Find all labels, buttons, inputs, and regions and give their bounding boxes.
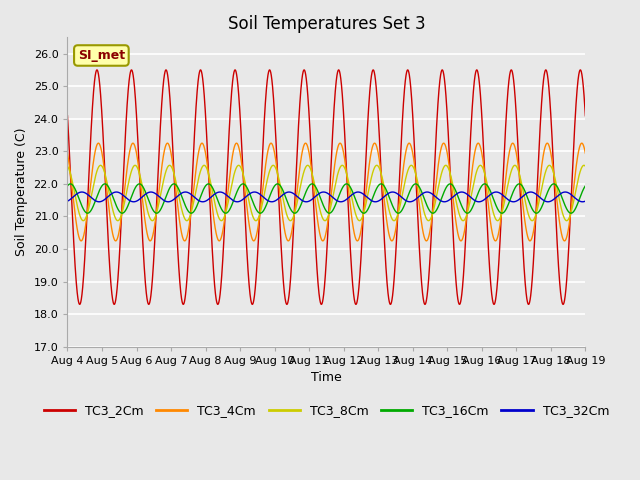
- TC3_32Cm: [164, 199, 172, 204]
- TC3_4Cm: [262, 163, 269, 169]
- Line: TC3_32Cm: TC3_32Cm: [67, 192, 586, 202]
- TC3_16Cm: [374, 183, 382, 189]
- TC3_16Cm: [291, 210, 299, 216]
- TC3_32Cm: [401, 197, 408, 203]
- TC3_2Cm: [374, 114, 382, 120]
- TC3_8Cm: [374, 164, 382, 169]
- TC3_2Cm: [490, 301, 497, 307]
- TC3_4Cm: [63, 150, 71, 156]
- TC3_8Cm: [114, 218, 122, 224]
- TC3_16Cm: [63, 183, 71, 189]
- Y-axis label: Soil Temperature (C): Soil Temperature (C): [15, 128, 28, 256]
- X-axis label: Time: Time: [311, 372, 342, 384]
- TC3_2Cm: [266, 67, 273, 73]
- Line: TC3_2Cm: TC3_2Cm: [67, 70, 586, 304]
- TC3_32Cm: [262, 196, 269, 202]
- TC3_32Cm: [63, 198, 71, 204]
- TC3_16Cm: [490, 196, 497, 202]
- TC3_4Cm: [216, 238, 223, 244]
- Title: Soil Temperatures Set 3: Soil Temperatures Set 3: [228, 15, 425, 33]
- TC3_16Cm: [401, 203, 408, 208]
- TC3_8Cm: [490, 210, 497, 216]
- Line: TC3_16Cm: TC3_16Cm: [67, 184, 586, 213]
- Line: TC3_4Cm: TC3_4Cm: [67, 143, 586, 241]
- TC3_32Cm: [451, 193, 458, 199]
- TC3_4Cm: [543, 140, 551, 146]
- TC3_2Cm: [63, 113, 71, 119]
- TC3_2Cm: [401, 86, 408, 92]
- Text: SI_met: SI_met: [78, 49, 125, 62]
- TC3_32Cm: [157, 196, 165, 202]
- TC3_32Cm: [354, 189, 362, 195]
- TC3_8Cm: [304, 162, 312, 168]
- TC3_4Cm: [450, 204, 458, 210]
- TC3_16Cm: [582, 183, 589, 189]
- Legend: TC3_2Cm, TC3_4Cm, TC3_8Cm, TC3_16Cm, TC3_32Cm: TC3_2Cm, TC3_4Cm, TC3_8Cm, TC3_16Cm, TC3…: [39, 399, 614, 422]
- TC3_8Cm: [582, 163, 589, 169]
- TC3_4Cm: [374, 150, 382, 156]
- TC3_16Cm: [450, 184, 458, 190]
- TC3_8Cm: [451, 188, 458, 194]
- TC3_8Cm: [401, 181, 408, 187]
- TC3_2Cm: [582, 113, 589, 119]
- TC3_16Cm: [481, 181, 488, 187]
- TC3_2Cm: [451, 250, 458, 255]
- TC3_2Cm: [76, 301, 84, 307]
- TC3_4Cm: [582, 150, 589, 156]
- TC3_32Cm: [582, 198, 589, 204]
- TC3_2Cm: [158, 102, 166, 108]
- TC3_32Cm: [374, 198, 382, 204]
- TC3_32Cm: [490, 190, 497, 195]
- TC3_4Cm: [490, 235, 497, 240]
- TC3_16Cm: [157, 205, 165, 211]
- TC3_8Cm: [262, 186, 269, 192]
- TC3_8Cm: [158, 187, 166, 192]
- TC3_4Cm: [401, 157, 408, 163]
- Line: TC3_8Cm: TC3_8Cm: [67, 165, 586, 221]
- TC3_8Cm: [63, 163, 71, 169]
- TC3_16Cm: [262, 204, 269, 210]
- TC3_2Cm: [262, 99, 269, 105]
- TC3_4Cm: [157, 166, 165, 172]
